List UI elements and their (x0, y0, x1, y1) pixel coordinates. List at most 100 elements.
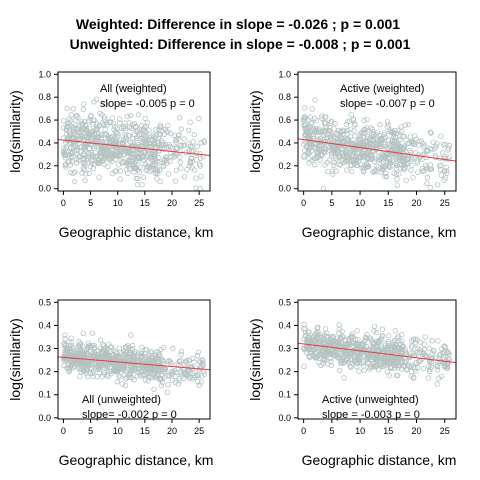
scatter-point (173, 167, 179, 173)
scatter-point (323, 149, 329, 155)
scatter-point (90, 121, 97, 127)
scatter-point (120, 365, 127, 372)
y-axis-label: log(similarity) (7, 318, 23, 400)
scatter-point (427, 129, 434, 136)
scatter-point (444, 350, 450, 356)
scatter-point (62, 332, 68, 338)
scatter-point (317, 157, 323, 163)
scatter-point (99, 136, 105, 143)
scatter-point (420, 365, 427, 372)
scatter-point (62, 336, 68, 342)
panel-title: All (weighted) (100, 83, 167, 95)
scatter-point (133, 175, 139, 182)
scatter-point (389, 157, 395, 163)
scatter-point (100, 157, 106, 164)
scatter-point (320, 336, 326, 343)
scatter-point (438, 172, 445, 178)
scatter-point (417, 347, 424, 353)
scatter-point (301, 321, 307, 328)
y-tick-label: 0.4 (38, 138, 51, 148)
scatter-point (316, 359, 322, 366)
scatter-point (73, 113, 79, 119)
scatter-point (197, 360, 204, 366)
scatter-point (124, 166, 130, 172)
scatter-point (81, 101, 87, 107)
scatter-point (101, 348, 108, 354)
scatter-point (116, 116, 123, 122)
scatter-point (395, 372, 401, 379)
y-tick-label: 0.2 (278, 367, 291, 377)
scatter-point (119, 381, 125, 387)
scatter-point (420, 168, 426, 174)
scatter-point (365, 353, 371, 359)
scatter-point (141, 129, 148, 135)
scatter-point (101, 369, 108, 375)
scatter-point (152, 363, 158, 369)
scatter-point (82, 133, 88, 139)
scatter-point (96, 174, 102, 180)
scatter-point (68, 339, 74, 345)
scatter-point (370, 129, 377, 135)
slope-annotation: slope= -0.002 p = 0 (82, 409, 177, 421)
scatter-point (192, 372, 199, 379)
scatter-point (371, 354, 377, 361)
scatter-point (434, 381, 440, 387)
scatter-point (320, 185, 327, 191)
scatter-point (396, 128, 402, 134)
scatter-point (356, 368, 362, 374)
scatter-point (63, 342, 69, 348)
scatter-point (355, 341, 361, 347)
scatter-point (126, 371, 132, 378)
scatter-point (178, 142, 184, 148)
scatter-point (443, 168, 449, 174)
scatter-point (393, 160, 400, 166)
scatter-point (429, 338, 435, 344)
x-tick-label: 25 (440, 426, 450, 436)
x-tick-label: 5 (329, 426, 334, 436)
scatter-point (80, 106, 87, 113)
scatter-point (408, 344, 415, 350)
scatter-point (424, 174, 431, 181)
scatter-point (83, 171, 89, 177)
scatter-point (444, 170, 450, 176)
fit-line (298, 138, 456, 162)
scatter-point (77, 344, 83, 350)
scatter-point (142, 161, 149, 167)
scatter-point (327, 336, 334, 342)
plot-frame (297, 299, 457, 420)
scatter-point (344, 148, 350, 155)
scatter-point (411, 155, 417, 162)
scatter-point (149, 136, 156, 143)
scatter-point (395, 365, 401, 371)
scatter-point (394, 182, 400, 189)
scatter-point (60, 118, 67, 124)
scatter-point (410, 174, 416, 181)
scatter-point (355, 143, 361, 149)
scatter-point (63, 348, 69, 354)
y-tick-label: 0.1 (278, 390, 291, 400)
scatter-point (183, 358, 189, 364)
scatter-point (117, 354, 123, 361)
scatter-point (386, 339, 392, 345)
scatter-point (90, 165, 97, 172)
scatter-point (338, 360, 344, 366)
scatter-point (301, 345, 307, 351)
scatter-point (371, 323, 378, 329)
scatter-point (343, 357, 349, 363)
scatter-point (322, 162, 328, 168)
scatter-point (339, 156, 345, 162)
scatter-point (428, 130, 434, 136)
figure-title-line1: Weighted: Difference in slope = -0.026 ;… (76, 16, 400, 32)
scatter-point (350, 334, 356, 340)
scatter-point (104, 122, 110, 128)
scatter-point (438, 373, 444, 379)
scatter-point (191, 131, 197, 138)
x-tick-label: 15 (140, 198, 150, 208)
scatter-point (339, 127, 346, 133)
scatter-point (112, 128, 119, 135)
scatter-point (85, 343, 92, 350)
scatter-point (361, 152, 368, 159)
scatter-point (407, 147, 413, 154)
scatter-point (143, 167, 149, 174)
scatter-point (103, 147, 110, 154)
